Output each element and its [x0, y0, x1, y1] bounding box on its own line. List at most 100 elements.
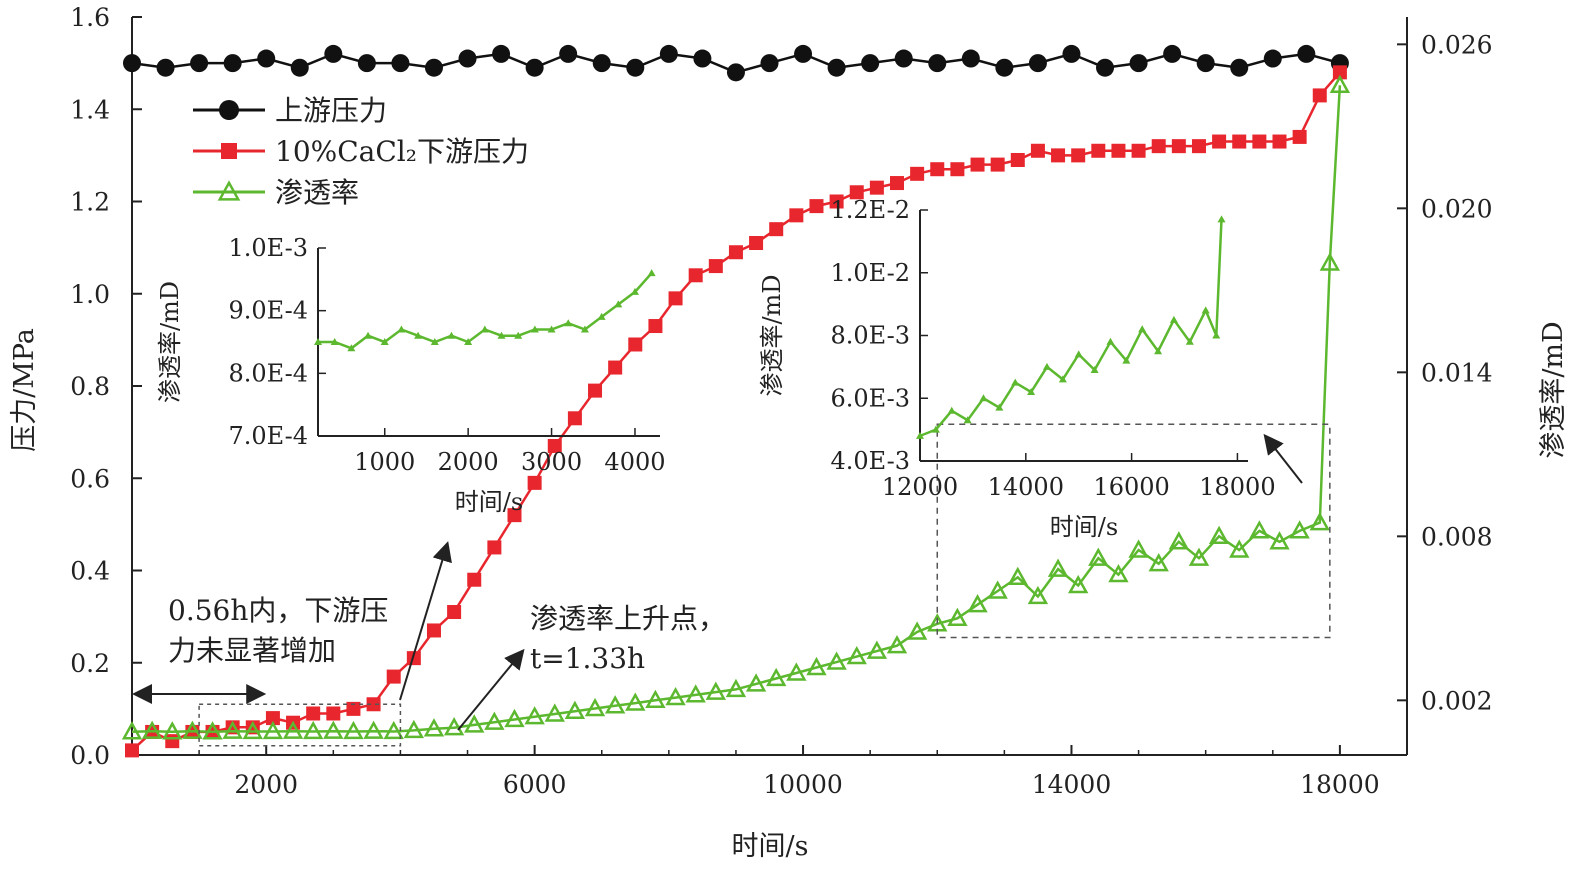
x-tick-label: 10000	[763, 770, 843, 799]
data-point-permeability	[846, 645, 867, 665]
data-point-upstream	[1129, 54, 1148, 73]
data-point-upstream	[290, 58, 309, 77]
x-tick-label: 14000	[1032, 770, 1112, 799]
data-point-downstream	[668, 291, 683, 306]
legend-swatch-marker	[217, 180, 241, 201]
data-point-permeability	[443, 717, 465, 736]
arrow-to-rise-point	[457, 648, 525, 731]
data-point-downstream	[487, 540, 502, 555]
data-point-downstream	[1131, 143, 1146, 158]
legend-label: 上游压力	[275, 94, 387, 127]
y-left-tick-label: 0.6	[70, 464, 110, 493]
data-point-permeability	[1309, 512, 1330, 531]
inset-x-tick-label: 1000	[354, 448, 415, 476]
data-point-upstream	[592, 54, 611, 73]
data-point-permeability	[1007, 566, 1028, 586]
y-left-tick-label: 0.4	[70, 557, 110, 586]
data-point-permeability	[866, 640, 888, 659]
data-point-downstream	[588, 383, 603, 398]
data-point-permeability	[262, 720, 284, 740]
arrow-to-inset-late	[1263, 433, 1303, 484]
data-point-downstream	[869, 180, 884, 195]
inset-x-tick-label: 18000	[1199, 473, 1275, 501]
inset-data-point	[1185, 337, 1194, 345]
data-point-permeability	[766, 667, 787, 687]
legend-swatch-marker	[219, 100, 239, 120]
annotation-text-1: 0.56h内，下游压	[168, 594, 388, 627]
data-point-upstream	[492, 44, 511, 63]
data-point-downstream	[366, 697, 381, 712]
series-permeability	[121, 74, 1351, 740]
inset-data-point	[1201, 306, 1210, 314]
data-point-permeability	[1068, 574, 1089, 594]
inset-data-point	[1090, 366, 1099, 374]
y-right-tick-label: 0.014	[1421, 358, 1493, 387]
data-point-upstream	[995, 58, 1014, 77]
inset-data-point	[330, 338, 339, 345]
inset-x-axis-label: 时间/s	[455, 488, 523, 516]
data-point-permeability	[202, 721, 223, 740]
inset-data-point	[1011, 378, 1020, 386]
inset-data-point	[314, 338, 322, 345]
inset-data-point	[397, 325, 406, 333]
data-point-permeability	[705, 681, 726, 700]
zoom-box-late	[936, 423, 1331, 639]
inset-data-point	[564, 319, 573, 327]
inset-data-point	[430, 338, 439, 345]
inset-late: 12000 14000 16000 18000 4.0E-3 6.0E-3 8.0E-3 1.…	[758, 196, 1276, 541]
inset-y-axis-label: 渗透率/mD	[758, 274, 786, 396]
inset-data-point	[1058, 375, 1067, 383]
inset-data-point	[931, 425, 940, 433]
inset-data-point	[916, 431, 924, 439]
y-axis-left: 0.0 0.2 0.4 0.6 0.8 1.0 1.2 1.4 1.6	[70, 3, 142, 770]
data-point-upstream	[458, 49, 477, 68]
data-point-downstream	[265, 711, 280, 726]
data-point-permeability	[1319, 252, 1341, 271]
inset-data-point	[364, 331, 373, 339]
inset-data-point	[647, 269, 656, 277]
legend-label: 渗透率	[275, 176, 359, 209]
data-point-permeability	[1088, 547, 1109, 566]
inset-data-point	[547, 325, 556, 333]
inset-y-tick-label: 1.0E-2	[830, 259, 910, 287]
data-point-permeability	[1208, 525, 1230, 545]
legend-swatch-marker	[221, 143, 237, 159]
y-left-tick-label: 1.2	[70, 188, 110, 217]
data-point-downstream	[990, 157, 1005, 172]
data-point-upstream	[1297, 44, 1316, 63]
y-left-tick-label: 0.2	[70, 649, 110, 678]
inset-data-point	[480, 325, 489, 333]
series-layer	[121, 44, 1351, 758]
inset-data-point	[630, 287, 639, 295]
inset-data-point	[1042, 362, 1051, 370]
inset-data-point	[514, 331, 523, 339]
inset-early: 1000 2000 3000 4000 7.0E-4 8.0E-4 9.0E-4 1.0E-3…	[156, 234, 666, 516]
inset-data-point	[380, 338, 389, 345]
data-point-permeability	[162, 721, 183, 740]
data-point-upstream	[324, 44, 343, 63]
data-point-permeability	[1027, 585, 1049, 605]
data-point-downstream	[930, 162, 945, 177]
data-point-downstream	[1091, 143, 1106, 158]
data-point-downstream	[970, 157, 985, 172]
data-point-permeability	[1269, 531, 1290, 550]
inset-y-tick-label: 1.0E-3	[228, 234, 308, 262]
inset-y-tick-label: 8.0E-4	[228, 359, 308, 387]
data-point-permeability	[1128, 539, 1149, 558]
data-point-downstream	[346, 701, 361, 716]
data-point-downstream	[547, 438, 562, 453]
data-point-upstream	[1028, 54, 1047, 73]
x-tick-label: 6000	[503, 770, 567, 799]
inset-data-point	[464, 338, 473, 345]
data-point-permeability	[121, 721, 143, 740]
y-right-tick-label: 0.002	[1421, 686, 1493, 715]
data-point-permeability	[584, 697, 606, 717]
data-point-permeability	[464, 714, 485, 733]
data-point-upstream	[1062, 44, 1081, 63]
inset-y-tick-label: 4.0E-3	[830, 447, 910, 475]
data-point-upstream	[1230, 58, 1249, 77]
data-point-downstream	[507, 508, 522, 523]
data-point-permeability	[484, 711, 505, 730]
data-point-permeability	[524, 706, 545, 725]
